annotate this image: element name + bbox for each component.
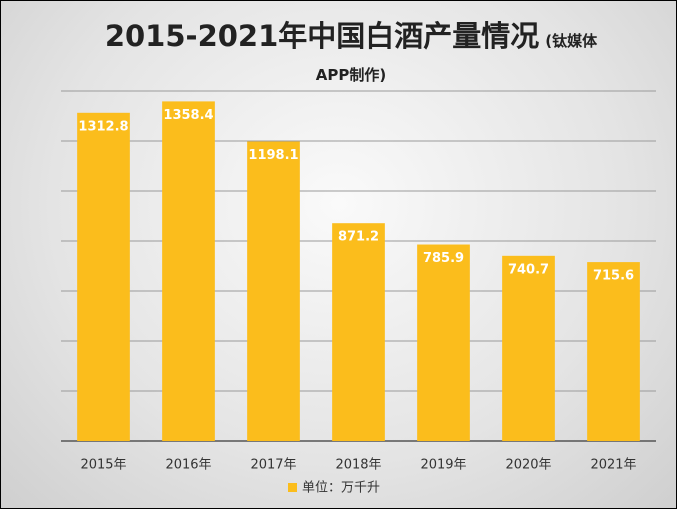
bar [162,101,215,442]
x-tick-label: 2015年 [80,458,126,473]
x-tick-label: 2020年 [505,458,551,473]
value-label: 1312.8 [78,119,128,134]
x-tick-label: 2021年 [590,458,636,473]
x-tick-label: 2019年 [420,458,466,473]
x-tick-label: 2017年 [250,458,296,473]
x-tick-label: 2016年 [165,458,211,473]
bar [77,112,130,442]
x-tick-label: 2018年 [335,458,381,473]
bar [417,244,470,441]
bar [247,141,300,441]
value-label: 785.9 [423,251,464,266]
value-label: 740.7 [508,262,549,277]
value-label: 1198.1 [248,148,298,163]
value-label: 715.6 [593,269,634,284]
bar [587,262,640,441]
value-label: 1358.4 [163,108,213,123]
legend-swatch [288,483,297,492]
chart-subtitle: (钛媒体APP制作) [315,32,598,84]
value-label: 871.2 [338,230,379,245]
bar [502,255,555,441]
bar [332,223,385,441]
chart-header: 2015-2021年中国白酒产量情况 (钛媒体APP制作) [91,19,611,92]
legend-label: 单位：万千升 [302,481,380,496]
chart-title: 2015-2021年中国白酒产量情况 [104,19,540,53]
